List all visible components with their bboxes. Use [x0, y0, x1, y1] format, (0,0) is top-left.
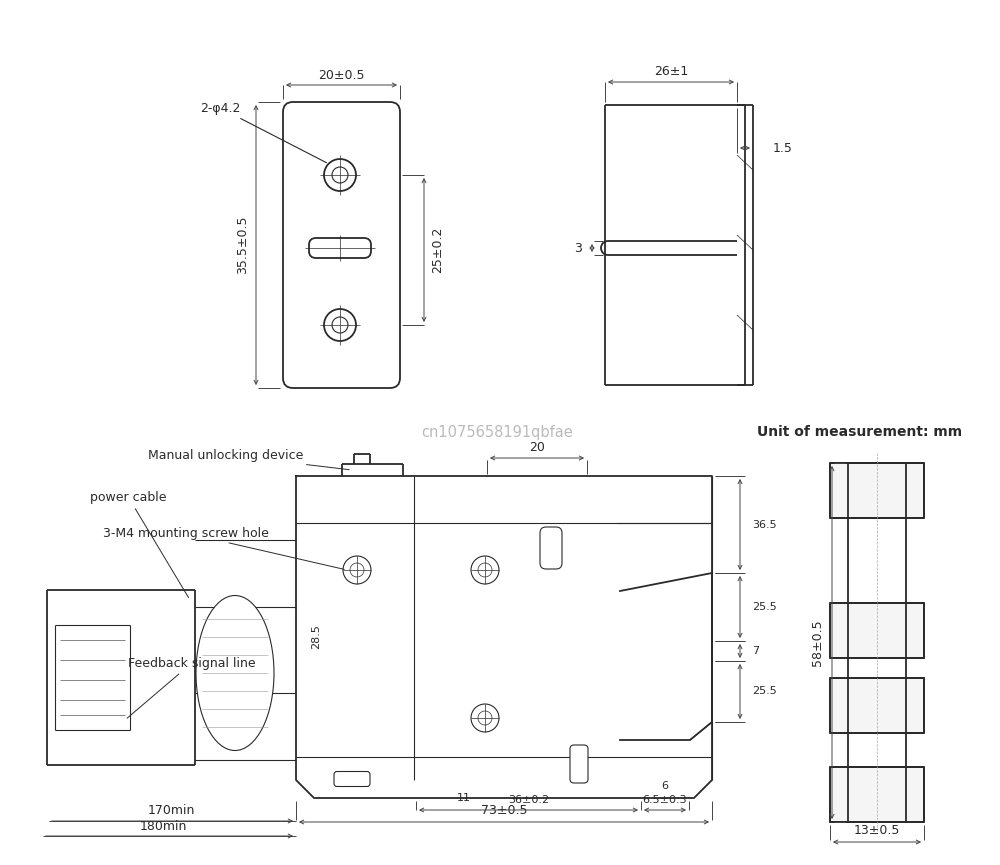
FancyBboxPatch shape [540, 527, 562, 569]
Bar [830, 678, 924, 733]
Ellipse shape [196, 595, 274, 751]
Text: 25±0.2: 25±0.2 [432, 227, 445, 273]
Text: 20: 20 [529, 440, 545, 453]
Text: 6.5±0.3: 6.5±0.3 [643, 795, 687, 805]
Text: 170min: 170min [148, 804, 195, 817]
Text: 28.5: 28.5 [311, 625, 321, 650]
FancyBboxPatch shape [283, 102, 400, 388]
Text: Unit of measurement: mm: Unit of measurement: mm [757, 425, 963, 439]
Text: power cable: power cable [90, 490, 189, 598]
FancyBboxPatch shape [570, 745, 588, 783]
Text: 2-φ4.2: 2-φ4.2 [200, 101, 327, 163]
Text: 35.5±0.5: 35.5±0.5 [237, 215, 250, 274]
Text: 7: 7 [752, 646, 759, 656]
Text: 3: 3 [574, 241, 582, 254]
Text: 26±1: 26±1 [654, 65, 688, 78]
Text: 36±0.2: 36±0.2 [508, 795, 549, 805]
Text: 180min: 180min [140, 819, 187, 832]
Text: 58±0.5: 58±0.5 [812, 619, 824, 666]
Text: Feedback signal line: Feedback signal line [127, 657, 256, 718]
Text: 6: 6 [662, 781, 668, 791]
Text: 1.5: 1.5 [773, 142, 793, 155]
Text: cn1075658191qbfae: cn1075658191qbfae [421, 425, 573, 439]
Text: Manual unlocking device: Manual unlocking device [148, 448, 349, 470]
Bar [830, 603, 924, 658]
Bar [830, 767, 924, 822]
FancyBboxPatch shape [334, 772, 370, 786]
FancyBboxPatch shape [309, 238, 371, 258]
Text: 20±0.5: 20±0.5 [318, 68, 365, 81]
Text: 36.5: 36.5 [752, 520, 777, 529]
Text: 13±0.5: 13±0.5 [854, 824, 900, 837]
Text: 73±0.5: 73±0.5 [481, 804, 527, 817]
Text: 25.5: 25.5 [752, 687, 777, 696]
Text: 11: 11 [457, 793, 471, 803]
Text: 3-M4 mounting screw hole: 3-M4 mounting screw hole [103, 527, 344, 569]
Text: 25.5: 25.5 [752, 602, 777, 612]
Bar [830, 463, 924, 518]
